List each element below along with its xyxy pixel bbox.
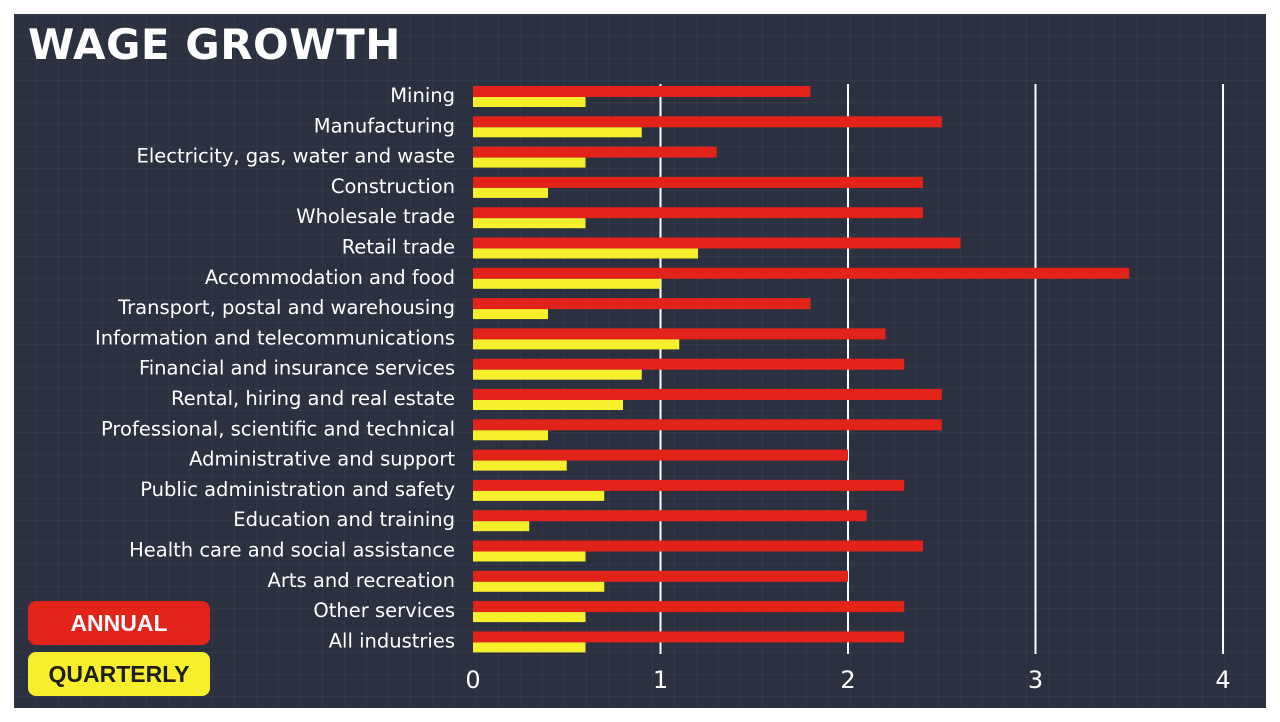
bar-quarterly-2: [473, 157, 586, 168]
bar-annual-16: [473, 570, 848, 582]
category-label-5: Retail trade: [342, 236, 455, 259]
bars: [473, 86, 1130, 653]
category-label-15: Health care and social assistance: [129, 539, 455, 562]
legend-annual: ANNUAL: [28, 601, 210, 645]
x-tick-label-0: 0: [465, 666, 480, 694]
category-label-17: Other services: [313, 599, 455, 622]
bar-annual-13: [473, 479, 905, 491]
bar-annual-7: [473, 298, 811, 310]
bar-annual-15: [473, 540, 923, 552]
bar-annual-0: [473, 86, 811, 97]
category-label-1: Manufacturing: [314, 114, 455, 137]
bar-quarterly-16: [473, 581, 605, 592]
category-label-13: Public administration and safety: [140, 478, 455, 501]
bar-quarterly-9: [473, 369, 642, 380]
bar-quarterly-0: [473, 97, 586, 107]
x-tick-labels: 0 1 2 3 4: [465, 666, 1230, 694]
bar-annual-18: [473, 631, 905, 643]
bar-quarterly-1: [473, 127, 642, 138]
bar-quarterly-8: [473, 339, 680, 350]
bar-annual-9: [473, 358, 905, 370]
category-label-4: Wholesale trade: [296, 205, 455, 228]
bar-quarterly-6: [473, 278, 661, 289]
bar-annual-14: [473, 510, 867, 522]
bar-quarterly-3: [473, 187, 548, 198]
bar-annual-12: [473, 449, 848, 461]
bar-quarterly-14: [473, 521, 530, 532]
x-tick-label-3: 3: [1028, 666, 1043, 694]
category-label-18: All industries: [329, 629, 455, 652]
bar-quarterly-10: [473, 400, 623, 410]
legend-annual-label: ANNUAL: [70, 609, 168, 636]
bar-quarterly-12: [473, 460, 567, 471]
category-label-7: Transport, postal and warehousing: [117, 296, 455, 319]
bar-annual-5: [473, 237, 961, 249]
bar-quarterly-11: [473, 430, 548, 441]
category-label-14: Education and training: [233, 508, 455, 531]
bar-annual-11: [473, 419, 942, 431]
bar-annual-2: [473, 146, 717, 158]
bar-chart: Mining Manufacturing Electricity, gas, wat…: [95, 84, 1231, 694]
category-label-0: Mining: [390, 84, 455, 107]
bar-quarterly-5: [473, 248, 698, 259]
bar-annual-3: [473, 176, 923, 188]
category-label-16: Arts and recreation: [268, 569, 455, 592]
category-label-2: Electricity, gas, water and waste: [137, 145, 455, 168]
chart-title: WAGE GROWTH: [28, 20, 401, 69]
bar-annual-8: [473, 328, 886, 340]
bar-quarterly-17: [473, 612, 586, 623]
bar-annual-4: [473, 207, 923, 219]
category-label-9: Financial and insurance services: [139, 357, 455, 380]
bar-annual-10: [473, 389, 942, 400]
legend-quarterly-label: QUARTERLY: [48, 660, 190, 687]
category-label-10: Rental, hiring and real estate: [171, 387, 455, 410]
category-labels: Mining Manufacturing Electricity, gas, wat…: [95, 84, 455, 652]
x-tick-label-2: 2: [840, 666, 855, 694]
category-label-12: Administrative and support: [189, 448, 455, 471]
bar-quarterly-7: [473, 309, 548, 320]
legend-quarterly: QUARTERLY: [28, 652, 210, 696]
bar-quarterly-4: [473, 218, 586, 229]
category-label-6: Accommodation and food: [205, 266, 455, 289]
category-label-8: Information and telecommunications: [95, 326, 455, 349]
category-label-3: Construction: [331, 175, 455, 198]
bar-quarterly-18: [473, 642, 586, 653]
x-tick-label-4: 4: [1215, 666, 1230, 694]
chart-frame: WAGE GROWTH Mining Manufacturing Electrici…: [14, 14, 1266, 708]
bar-annual-1: [473, 116, 942, 128]
bar-quarterly-15: [473, 551, 586, 562]
x-tick-label-1: 1: [653, 666, 668, 694]
bar-annual-17: [473, 601, 905, 613]
bar-quarterly-13: [473, 490, 605, 501]
bar-annual-6: [473, 267, 1130, 279]
category-label-11: Professional, scientific and technical: [101, 417, 455, 440]
